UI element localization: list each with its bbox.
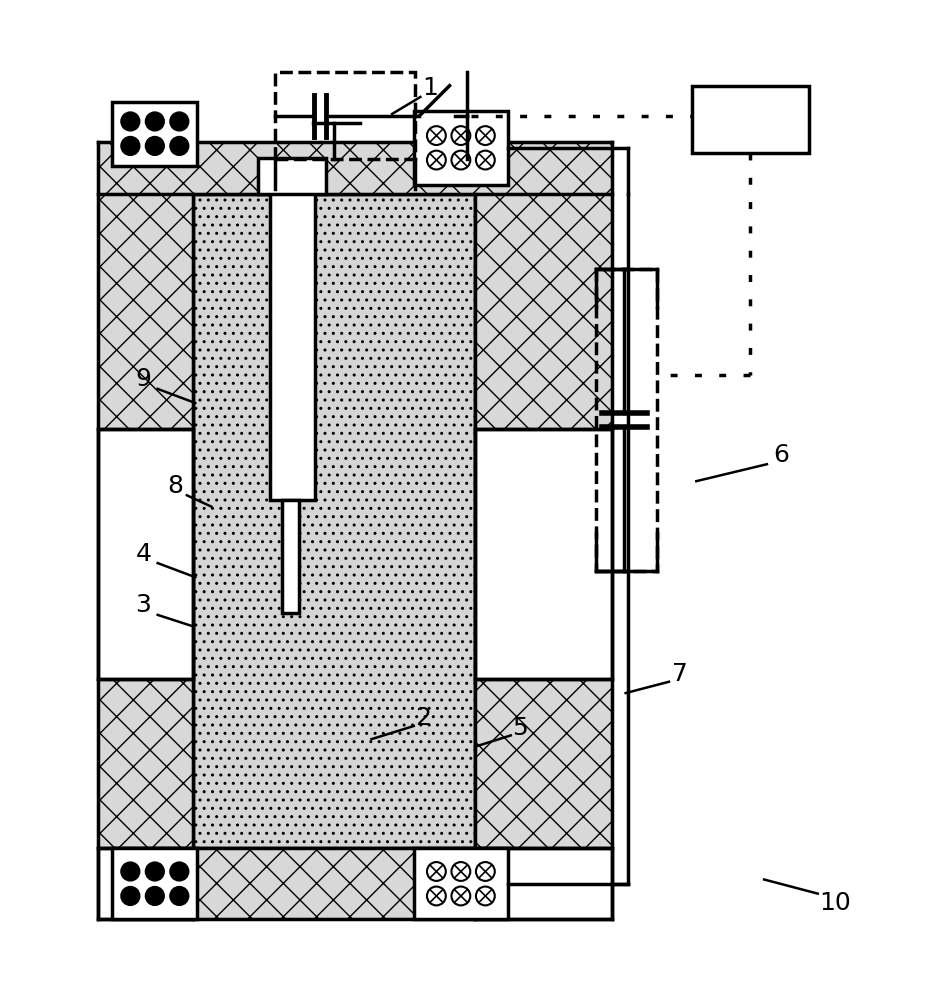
Circle shape <box>170 862 189 881</box>
Bar <box>414 848 508 919</box>
Bar <box>692 86 809 153</box>
Bar <box>475 194 612 848</box>
Circle shape <box>145 112 164 131</box>
Text: 9: 9 <box>136 367 151 391</box>
Bar <box>258 158 326 194</box>
Bar <box>270 189 314 500</box>
Text: 10: 10 <box>819 891 850 915</box>
Circle shape <box>145 862 164 881</box>
Bar <box>193 194 475 848</box>
Bar <box>414 111 508 185</box>
Circle shape <box>145 887 164 905</box>
Bar <box>282 500 299 613</box>
Text: 6: 6 <box>773 443 789 467</box>
Circle shape <box>121 137 140 155</box>
Circle shape <box>121 887 140 905</box>
Circle shape <box>170 137 189 155</box>
Bar <box>99 194 193 848</box>
Circle shape <box>121 862 140 881</box>
Bar <box>475 848 612 919</box>
Bar <box>99 848 612 919</box>
Bar <box>99 142 612 194</box>
Text: 2: 2 <box>415 706 431 730</box>
Text: 7: 7 <box>673 662 688 686</box>
Bar <box>99 429 193 679</box>
Bar <box>112 102 198 166</box>
Bar <box>276 72 415 159</box>
Bar <box>193 848 475 919</box>
Text: 5: 5 <box>512 716 528 740</box>
Text: 4: 4 <box>136 542 152 566</box>
Bar <box>596 269 656 571</box>
Bar <box>112 848 198 919</box>
Circle shape <box>145 137 164 155</box>
Text: 3: 3 <box>136 593 151 617</box>
Circle shape <box>170 112 189 131</box>
Circle shape <box>170 887 189 905</box>
Text: 1: 1 <box>422 76 438 100</box>
Text: 8: 8 <box>167 474 183 498</box>
Circle shape <box>121 112 140 131</box>
Bar <box>475 429 612 679</box>
Bar <box>99 848 193 919</box>
